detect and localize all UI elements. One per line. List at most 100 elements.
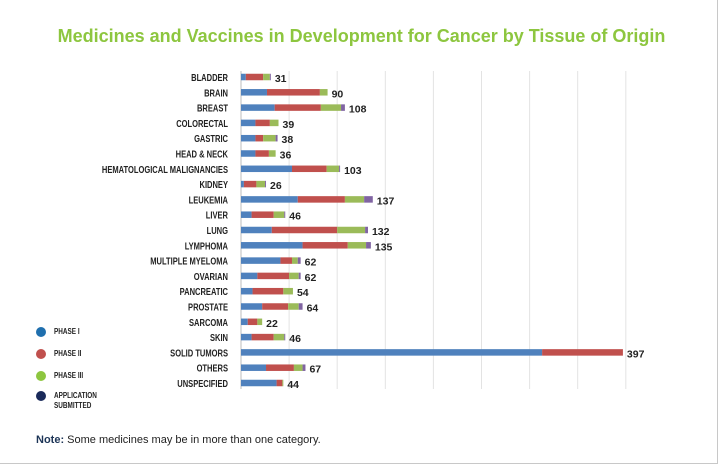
note-text: Some medicines may be in more than one c…: [64, 434, 321, 446]
bar-segment-phase-iii: [344, 196, 365, 203]
bar-segment-phase-i: [241, 303, 263, 310]
bar-segment-phase-i: [241, 272, 258, 280]
category-label: UNSPECIFIED: [177, 378, 228, 389]
category-label: SKIN: [210, 332, 228, 343]
bar-segment-phase-iii: [288, 303, 299, 310]
bar-segment-phase-iii: [347, 242, 367, 249]
total-label: 31: [275, 73, 287, 85]
bar-segment-application-submitted: [275, 134, 278, 142]
bar-segment-phase-ii: [252, 287, 284, 295]
total-label: 38: [282, 134, 294, 146]
category-label: HEAD & NECK: [176, 148, 229, 159]
bar-segment-phase-ii: [251, 211, 274, 218]
bar-segment-phase-iii: [269, 119, 279, 127]
bar-segment-phase-i: [241, 318, 248, 326]
total-label: 135: [375, 241, 393, 253]
bar-segment-application-submitted: [265, 180, 267, 188]
bar-segment-phase-iii: [326, 165, 340, 173]
total-label: 54: [297, 287, 309, 299]
legend-dot-icon: [36, 371, 46, 381]
category-label: OVARIAN: [194, 271, 228, 282]
footnote: Note: Some medicines may be in more than…: [36, 434, 321, 446]
bar-segment-application-submitted: [341, 104, 345, 111]
total-label: 62: [305, 257, 317, 269]
category-label: KIDNEY: [200, 179, 228, 190]
bar-segment-phase-i: [241, 89, 267, 96]
bar-segment-phase-i: [241, 242, 303, 249]
category-label: SARCOMA: [189, 317, 228, 328]
bar-segment-phase-ii: [245, 73, 264, 81]
bar-segment-application-submitted: [365, 226, 368, 234]
bar-segment-phase-i: [241, 165, 292, 173]
bar-segment-phase-i: [241, 257, 281, 264]
total-label: 103: [344, 165, 362, 177]
bar-segment-phase-i: [241, 134, 256, 142]
bar-segment-phase-iii: [319, 89, 328, 96]
bar-segment-application-submitted: [364, 196, 373, 203]
category-label: BRAIN: [204, 87, 228, 98]
bar-segment-phase-ii: [542, 349, 623, 356]
bar-segment-application-submitted: [366, 242, 371, 249]
legend-item: APPLICATION SUBMITTED: [36, 391, 104, 411]
bar-segment-phase-ii: [243, 180, 257, 188]
bar-segment-phase-i: [241, 211, 252, 218]
note-label: Note:: [36, 434, 65, 446]
bar-segment-phase-ii: [247, 318, 258, 326]
bar-segment-phase-i: [241, 73, 246, 81]
bar-segment-phase-ii: [266, 364, 294, 371]
bar-segment-phase-i: [241, 226, 272, 234]
bar-segment-phase-iii: [263, 73, 270, 81]
bar-segment-application-submitted: [298, 303, 303, 310]
category-label: BREAST: [197, 102, 228, 113]
bar-segment-phase-iii: [320, 104, 342, 111]
bar-segment-phase-ii: [251, 333, 274, 341]
bar-segment-phase-i: [241, 287, 253, 295]
category-label: LYMPHOMA: [185, 240, 229, 251]
category-label: LIVER: [206, 210, 229, 221]
total-label: 67: [309, 364, 321, 376]
legend-label: PHASE III: [54, 371, 84, 380]
bar-segment-phase-iii: [337, 226, 366, 234]
total-label: 46: [289, 211, 301, 223]
bar-segment-phase-iii: [293, 364, 303, 371]
category-label: LUNG: [207, 225, 228, 236]
bar-segment-phase-iii: [289, 272, 299, 280]
bar-segment-phase-i: [241, 349, 543, 356]
category-label: COLORECTAL: [176, 118, 228, 129]
total-label: 36: [280, 150, 292, 162]
bar-segment-phase-ii: [271, 226, 338, 234]
bar-segment-phase-iii: [256, 180, 266, 188]
bar-segment-phase-iii: [282, 379, 284, 387]
bar-segment-phase-ii: [262, 303, 289, 310]
total-label: 39: [283, 119, 295, 131]
category-label: PANCREATIC: [180, 286, 229, 297]
total-label: 132: [372, 226, 390, 238]
total-label: 62: [305, 272, 317, 284]
bar-segment-phase-iii: [273, 333, 285, 341]
bar-segment-phase-i: [241, 333, 252, 341]
bar-segment-application-submitted: [339, 165, 341, 173]
category-label: GASTRIC: [194, 133, 228, 144]
bar-segment-phase-ii: [257, 272, 290, 280]
bar-segment-phase-i: [241, 379, 277, 387]
bar-segment-phase-i: [241, 119, 256, 127]
total-label: 64: [307, 303, 319, 315]
bar-segment-phase-i: [241, 104, 275, 111]
bar-segment-phase-iii: [268, 150, 276, 157]
bar-segment-phase-ii: [266, 89, 320, 96]
legend-dot-icon: [36, 327, 46, 337]
legend-item: PHASE III: [36, 371, 90, 381]
bar-segment-application-submitted: [297, 257, 301, 264]
bar-segment-phase-ii: [274, 104, 321, 111]
chart-title: Medicines and Vaccines in Development fo…: [57, 26, 666, 46]
total-label: 108: [349, 104, 367, 116]
bar-segment-phase-ii: [280, 257, 292, 264]
bar-segment-phase-i: [241, 180, 244, 188]
bar-segment-phase-ii: [255, 119, 270, 127]
category-label: BLADDER: [191, 72, 228, 83]
bar-segment-phase-ii: [297, 196, 345, 203]
bar-segment-phase-ii: [302, 242, 348, 249]
